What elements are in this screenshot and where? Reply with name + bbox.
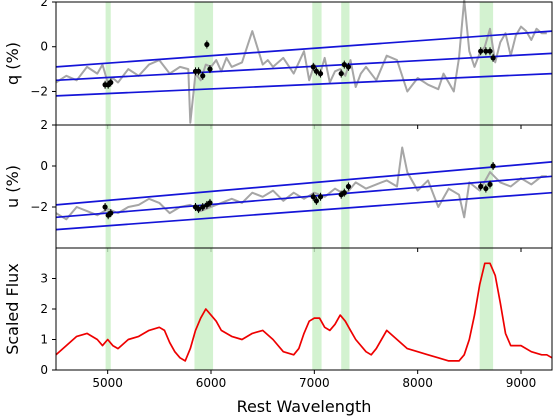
- highlight-band-5: [479, 248, 494, 370]
- x-tick-label: 9000: [506, 376, 537, 390]
- plot-frame: [55, 124, 553, 249]
- plot-frame: [55, 1, 553, 126]
- fit-line-2: [55, 175, 553, 219]
- fit-line-3: [55, 191, 553, 231]
- highlight-band-5: [479, 2, 494, 125]
- y-tick-label: 2: [40, 118, 48, 132]
- highlight-band-3: [312, 125, 322, 248]
- highlight-band-1: [105, 248, 111, 370]
- highlight-band-2: [194, 248, 214, 370]
- y-axis-label: u (%): [3, 165, 22, 208]
- plot-frame: [55, 247, 553, 371]
- x-tick-label: 5000: [92, 376, 123, 390]
- flux-panel: 0 1 2 3 5000 6000 7000 8000 9000 Scaled Flux: [3, 247, 553, 390]
- x-tick-label: 8000: [402, 376, 433, 390]
- q-panel: 2 0 −2 q (%): [3, 0, 553, 129]
- fit-line-1: [55, 30, 553, 68]
- flux-line: [55, 262, 553, 362]
- highlight-band-3: [312, 2, 322, 125]
- highlight-band-4: [341, 125, 350, 248]
- polarization-line: [55, 146, 547, 221]
- y-tick-label: −2: [30, 84, 48, 98]
- y-tick-label: 2: [40, 0, 48, 9]
- x-tick-label: 6000: [196, 376, 227, 390]
- y-tick-label: 0: [40, 363, 48, 377]
- fit-line-1: [55, 161, 553, 206]
- highlight-band-4: [341, 248, 350, 370]
- u-panel: 2 0 −2 u (%): [3, 118, 553, 252]
- y-axis-label: Scaled Flux: [3, 263, 22, 355]
- x-tick-label: 7000: [299, 376, 330, 390]
- fit-line-2: [55, 52, 553, 82]
- y-tick-label: −2: [30, 200, 48, 214]
- y-tick-label: 0: [40, 159, 48, 173]
- y-tick-label: 0: [40, 40, 48, 54]
- y-tick-label: 3: [40, 272, 48, 286]
- fit-line-3: [55, 72, 553, 97]
- highlight-band-1: [105, 125, 111, 248]
- y-tick-label: 1: [40, 333, 48, 347]
- x-axis-label: Rest Wavelength: [237, 397, 372, 416]
- y-tick-label: 2: [40, 302, 48, 316]
- highlight-band-2: [194, 125, 214, 248]
- y-axis-label: q (%): [3, 42, 22, 85]
- highlight-band-2: [194, 2, 214, 125]
- highlight-band-3: [312, 248, 322, 370]
